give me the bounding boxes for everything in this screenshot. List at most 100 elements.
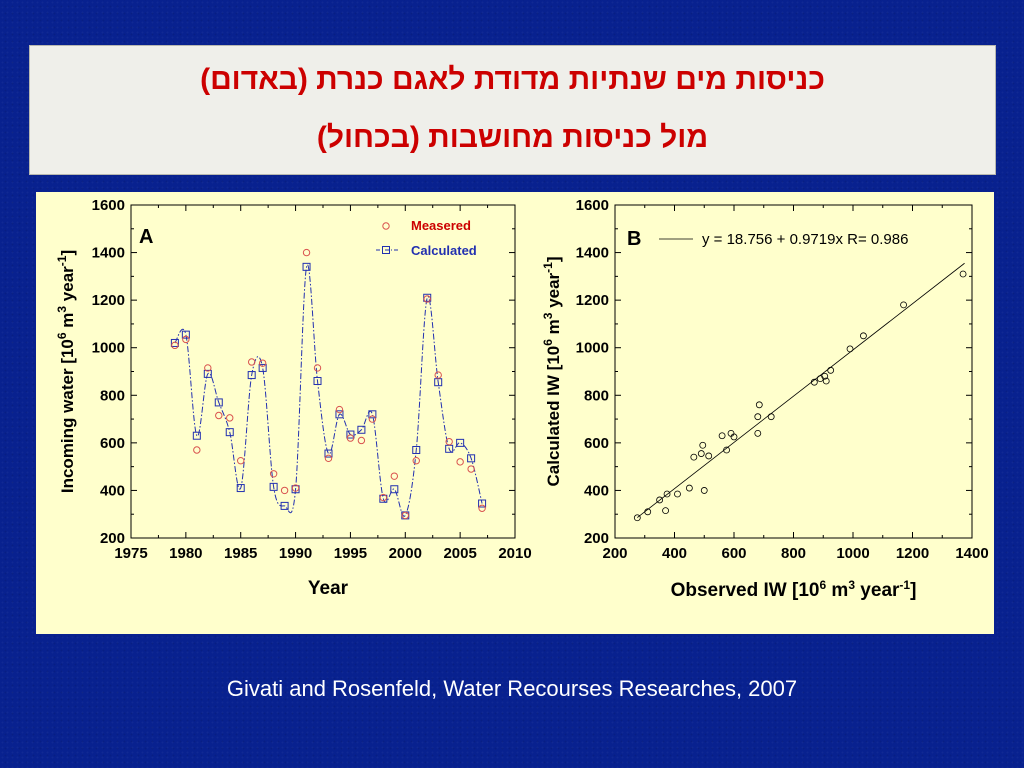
y-tick-label: 1200 [576, 292, 609, 309]
measured-point [182, 335, 190, 344]
y-tick-label: 1600 [576, 197, 609, 214]
scatter-point [827, 366, 835, 374]
measured-point [302, 248, 311, 257]
x-tick-label: 2005 [443, 545, 476, 562]
calculated-point [214, 398, 223, 407]
measured-point [269, 470, 278, 478]
calculated-point [203, 369, 212, 378]
y-tick-label: 1000 [92, 340, 125, 357]
charts-canvas: 1975 1980 1985 1990 1995 2000 2005 2010 200 400 60… [55, 197, 989, 601]
x-tick-label: 1995 [334, 545, 367, 562]
scatter-point [755, 401, 763, 409]
y-tick-label: 800 [100, 387, 125, 404]
calculated-point [170, 338, 179, 347]
y-tick-label: 400 [584, 482, 609, 499]
scatter-point [700, 487, 708, 494]
scatter-point [699, 441, 707, 449]
measured-point [193, 446, 201, 454]
calculated-point [357, 425, 366, 434]
measured-point [434, 371, 442, 379]
x-tick-label: 1400 [955, 545, 988, 562]
panel-label-a: A [139, 226, 153, 248]
measured-point [368, 415, 377, 423]
plot-frame [614, 204, 973, 539]
x-tick-label: 1200 [896, 545, 929, 562]
slide-title-box: כניסות מים שנתיות מדודת לאגם כנרת (באדום… [29, 45, 996, 175]
legend-calculated-marker [382, 246, 390, 254]
y-tick-label: 200 [100, 530, 125, 547]
measured-point [445, 437, 453, 446]
chart-a: 1975 1980 1985 1990 1995 2000 2005 2010 200 400 60… [55, 197, 532, 599]
panel-label-b: B [627, 228, 641, 250]
calculated-point [346, 430, 355, 439]
slide-title-line-2: מול כניסות מחושבות (בכחול) [316, 121, 709, 154]
slide-title-line-1: כניסות מים שנתיות מדודת לאגם כנרת (באדום… [200, 63, 825, 96]
scatter-point [633, 514, 641, 522]
calculated-point [412, 445, 421, 454]
measured-point [467, 465, 475, 473]
x-tick-label: 2000 [389, 545, 422, 562]
measured-point [390, 472, 399, 480]
measured-point [346, 434, 355, 442]
scatter-point [662, 507, 669, 515]
y-tick-label: 1000 [576, 340, 609, 357]
calculated-point [192, 431, 201, 440]
calculated-point [258, 363, 267, 372]
measured-point [237, 456, 245, 465]
scatter-point [690, 453, 698, 461]
scatter-point [767, 413, 775, 421]
legend-measured-label: Measered [411, 218, 471, 233]
measured-point [379, 493, 388, 502]
measured-point [324, 454, 333, 463]
measured-point [226, 414, 234, 422]
measured-point [215, 411, 223, 420]
calculated-point [467, 454, 476, 463]
scatter-point [754, 413, 762, 421]
calculated-point [280, 501, 289, 510]
calculated-point [247, 371, 256, 380]
scatter-point [860, 332, 867, 340]
measured-point [291, 484, 300, 492]
y-tick-label: 600 [100, 435, 125, 452]
x-tick-label: 1000 [836, 545, 869, 562]
calculated-point [313, 377, 322, 386]
scatter-point [644, 508, 652, 516]
x-tick-label: 400 [662, 545, 687, 562]
scatter-point [810, 378, 818, 386]
x-tick-label: 1990 [279, 545, 312, 562]
x-tick-label: 200 [602, 545, 627, 562]
measured-point [412, 456, 420, 465]
scatter-point [846, 345, 854, 353]
scatter-point [656, 496, 664, 504]
measured-point [423, 295, 431, 303]
scatter-point [705, 452, 713, 460]
scatter-point [900, 301, 907, 309]
fit-equation-label: y = 18.756 + 0.9719x R= 0.986 [702, 231, 908, 248]
calculated-point [335, 410, 344, 419]
measured-point [258, 359, 267, 367]
calculated-point [225, 428, 234, 437]
x-tick-label: 1985 [224, 545, 257, 562]
scatter-point [730, 433, 738, 441]
measured-point [335, 405, 344, 414]
y-tick-label: 800 [584, 387, 609, 404]
regression-line [637, 262, 965, 518]
scatter-point [674, 490, 681, 498]
scatter-point [718, 432, 726, 440]
x-axis-label: Year [308, 578, 349, 599]
legend-calculated-label: Calculated [411, 243, 477, 258]
calculated-point [456, 438, 465, 447]
measured-point [247, 358, 256, 366]
x-tick-label: 1980 [169, 545, 202, 562]
scatter-point [663, 490, 671, 498]
scatter-point [754, 429, 762, 437]
x-tick-label: 800 [781, 545, 806, 562]
x-tick-label: 600 [721, 545, 746, 562]
calculated-point [269, 482, 278, 491]
x-tick-label: 1975 [114, 545, 147, 562]
measured-point [280, 486, 289, 495]
figure-panel: 1975 1980 1985 1990 1995 2000 2005 2010 200 400 60… [36, 192, 994, 634]
y-tick-label: 600 [584, 435, 609, 452]
y-tick-label: 1200 [92, 292, 125, 309]
measured-point [478, 504, 486, 512]
